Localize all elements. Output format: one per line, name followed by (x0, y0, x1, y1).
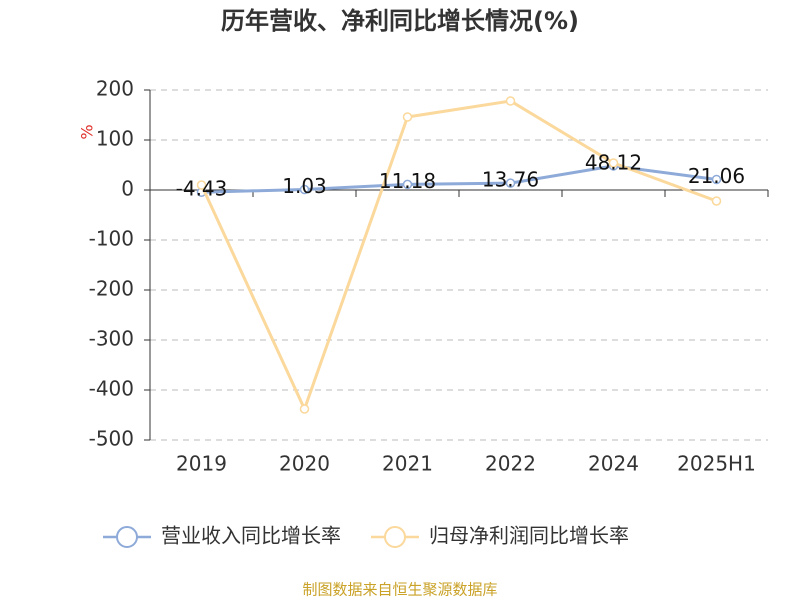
y-tick-label: 0 (121, 177, 134, 201)
legend-label: 营业收入同比增长率 (161, 524, 341, 548)
legend-marker (384, 526, 406, 548)
x-tick-label: 2021 (382, 452, 433, 476)
data-label: 11.18 (379, 169, 436, 193)
x-tick-label: 2019 (176, 452, 227, 476)
x-tick-label: 2020 (279, 452, 330, 476)
y-tick-label: -500 (89, 427, 134, 451)
x-tick-label: 2022 (485, 452, 536, 476)
y-tick-label: -400 (89, 377, 134, 401)
y-tick-label: -200 (89, 277, 134, 301)
point (299, 184, 310, 195)
y-tick-label: 200 (96, 77, 134, 101)
x-tick-label: 2024 (588, 452, 639, 476)
point (608, 158, 619, 168)
legend-marker (116, 526, 138, 548)
data-label: 48.12 (585, 150, 642, 174)
point (505, 178, 516, 188)
series-line (200, 99, 718, 413)
y-axis-label: % (78, 124, 97, 139)
y-tick-label: 100 (96, 127, 134, 151)
data-label: -4.43 (176, 177, 228, 201)
y-tick-label: -100 (89, 227, 134, 251)
point (299, 404, 310, 414)
data-label: 13.76 (482, 168, 539, 192)
point (505, 96, 516, 106)
source-note: 制图数据来自恒生聚源数据库 (302, 581, 497, 599)
point (711, 174, 722, 185)
point (711, 196, 722, 206)
x-tick-label: 2025H1 (677, 452, 756, 476)
point (196, 180, 207, 190)
data-label: 21.06 (688, 164, 745, 188)
legend-label: 归母净利润同比增长率 (429, 524, 629, 548)
point (402, 179, 413, 190)
point (402, 112, 413, 122)
data-label: 1.03 (282, 174, 327, 198)
y-tick-label: -300 (89, 327, 134, 351)
chart-title: 历年营收、净利同比增长情况(%) (221, 7, 579, 35)
